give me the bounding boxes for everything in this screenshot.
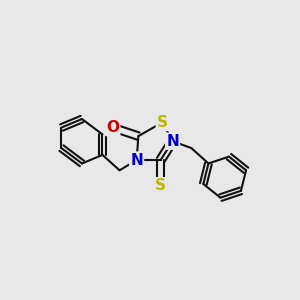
Text: N: N bbox=[166, 134, 179, 149]
Text: O: O bbox=[106, 120, 119, 135]
Text: N: N bbox=[130, 152, 143, 167]
Text: S: S bbox=[157, 115, 168, 130]
Text: S: S bbox=[155, 178, 166, 193]
